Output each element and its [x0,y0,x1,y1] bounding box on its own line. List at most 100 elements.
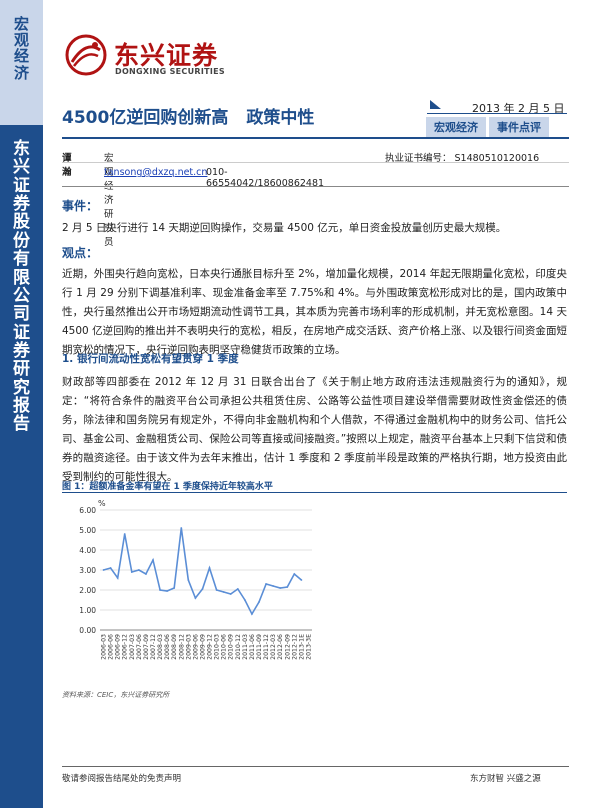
x-tick-label: 2007-03 [129,634,136,660]
x-tick-label: 2009-03 [185,634,192,660]
analyst-name: 谭瀚 [62,153,72,178]
data-point [215,589,218,591]
x-tick-label: 2006-06 [108,634,115,660]
x-tick-label: 2013-1E [298,634,305,660]
report-title: 4500亿逆回购创新高 政策中性 [62,103,314,128]
x-tick-label: 2011-06 [249,634,256,660]
data-point [286,586,289,588]
brand-name-cn: 东兴证券 [114,41,219,70]
data-point [145,573,147,575]
x-tick-label: 2009-12 [207,634,214,660]
data-point [109,567,112,569]
data-point [222,591,225,593]
x-tick-label: 2010-09 [228,634,235,660]
y-tick-label: 1.00 [79,606,96,615]
y-axis-unit: % [98,499,106,508]
x-tick-label: 2007-09 [143,634,150,660]
x-tick-label: 2012-12 [291,634,298,660]
x-tick-label: 2013-3E [305,634,312,660]
data-point [272,585,275,587]
section-text: 财政部等四部委在 2012 年 12 月 31 日联合出台了《关于制止地方政府违… [62,376,567,483]
sidebar-category-band [0,0,43,125]
view-heading: 观点： [62,246,99,260]
sidebar-company: 东兴证券股份有限公司证券研究报告 [13,139,30,435]
triangle-marker-icon [430,100,441,109]
footer-disclaimer: 敬请参阅报告结尾处的免责声明 [62,774,182,784]
data-point [265,583,267,585]
data-point [236,588,239,590]
figure-source: 资料来源：CEIC，东兴证券研究所 [62,691,170,699]
data-point [300,579,303,581]
x-tick-label: 2010-03 [214,634,221,660]
x-tick-label: 2006-03 [101,634,108,660]
x-tick-label: 2008-03 [157,634,164,660]
footer-slogan: 东方财智 兴盛之源 [470,774,541,784]
analyst-cert: 执业证书编号： S1480510120016 [385,153,540,164]
figure-title: 图 1：超额准备金率有望在 1 季度保持近年较高水平 [62,482,273,492]
x-tick-label: 2007-12 [150,634,157,660]
x-tick-label: 2011-12 [263,634,270,660]
event-heading: 事件： [62,199,99,213]
report-title-main: 4500亿逆回购创新高 [62,108,229,128]
data-point [208,567,211,569]
event-text: 2 月 5 日央行进行 14 天期逆回购操作，交易量 4500 亿元，单日资金投… [62,222,507,234]
analyst-phone: 010-66554042/18600862481 [206,167,325,189]
x-tick-label: 2010-12 [235,634,242,660]
x-tick-label: 2007-06 [136,634,143,660]
data-point [116,577,119,579]
x-tick-label: 2012-09 [284,634,291,660]
footer-divider [62,766,569,767]
view-text: 近期，外围央行趋向宽松，日本央行通胀目标升至 2%，增加量化规模，2014 年起… [62,268,567,356]
report-title-sub: 政策中性 [246,108,315,128]
line-chart: 0.001.002.003.004.005.006.00%2006-03 2006… [79,499,312,660]
header-divider [62,137,569,139]
data-point [102,569,105,571]
x-tick-label: 2012-06 [277,634,284,660]
tag-category: 宏观经济 [426,117,486,137]
figure-divider [62,492,567,493]
x-tick-label: 2006-09 [115,634,122,660]
sidebar: 宏观经济 东兴证券股份有限公司证券研究报告 [0,0,43,808]
x-tick-label: 2011-09 [256,634,263,660]
data-point [201,588,204,590]
x-tick-label: 2008-12 [178,634,185,660]
y-tick-label: 0.00 [79,626,96,635]
x-tick-label: 2010-06 [221,634,228,660]
data-point [130,571,133,573]
x-tick-label: 2009-06 [192,634,199,660]
x-tick-label: 2008-06 [164,634,171,660]
data-point [258,601,260,603]
series-line [103,527,302,616]
data-point [229,593,232,595]
data-point [166,590,169,592]
y-tick-label: 4.00 [79,546,96,555]
y-tick-label: 5.00 [79,526,96,535]
company-logo-icon [65,34,107,76]
report-tags: 宏观经济 事件点评 [426,116,552,137]
x-tick-label: 2009-09 [199,634,206,660]
data-point [173,587,176,589]
data-point [159,589,161,591]
sidebar-category: 宏观经济 [13,15,29,82]
data-point [293,573,296,575]
y-tick-label: 6.00 [79,506,96,515]
x-tick-label: 2012-03 [270,634,277,660]
data-point [279,587,282,589]
data-point [187,579,190,581]
x-tick-label: 2011-03 [242,634,249,660]
x-tick-label: 2006-12 [122,634,129,660]
data-point [152,559,154,561]
data-point [194,597,197,599]
report-date: 2013 年 2 月 5 日 [472,102,565,115]
data-point [243,599,246,601]
analyst-email-link[interactable]: tansong@dxzq.net.cn [104,167,208,178]
tag-type: 事件点评 [489,117,549,137]
divider [427,113,567,114]
y-tick-label: 2.00 [79,586,96,595]
divider [62,162,569,163]
data-point [123,533,126,535]
divider [62,186,569,187]
data-point [180,527,183,529]
data-point [137,569,140,571]
x-tick-label: 2008-09 [171,634,178,660]
